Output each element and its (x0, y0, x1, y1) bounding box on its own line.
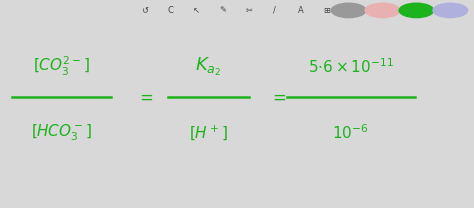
Text: $[CO_3^{2-}]$: $[CO_3^{2-}]$ (33, 55, 90, 78)
Text: $5{\cdot}6\times10^{-11}$: $5{\cdot}6\times10^{-11}$ (308, 57, 394, 76)
Circle shape (365, 2, 401, 18)
Text: ↺: ↺ (141, 6, 148, 15)
Text: ✎: ✎ (219, 6, 226, 15)
FancyBboxPatch shape (133, 0, 474, 26)
Text: ⊞: ⊞ (324, 6, 330, 15)
Text: /: / (273, 6, 276, 15)
Circle shape (432, 2, 468, 18)
Text: $[HCO_3^-]$: $[HCO_3^-]$ (31, 123, 92, 143)
Text: $10^{-6}$: $10^{-6}$ (332, 124, 369, 142)
Text: ↖: ↖ (193, 6, 200, 15)
Text: A: A (298, 6, 304, 15)
Circle shape (398, 2, 434, 18)
Text: $=$: $=$ (269, 88, 286, 106)
Text: ✂: ✂ (246, 6, 252, 15)
Text: $=$: $=$ (136, 88, 153, 106)
Text: $[H^+]$: $[H^+]$ (189, 124, 228, 142)
Text: C: C (168, 6, 173, 15)
Text: $K_{a_2}$: $K_{a_2}$ (195, 56, 222, 78)
Circle shape (330, 2, 366, 18)
